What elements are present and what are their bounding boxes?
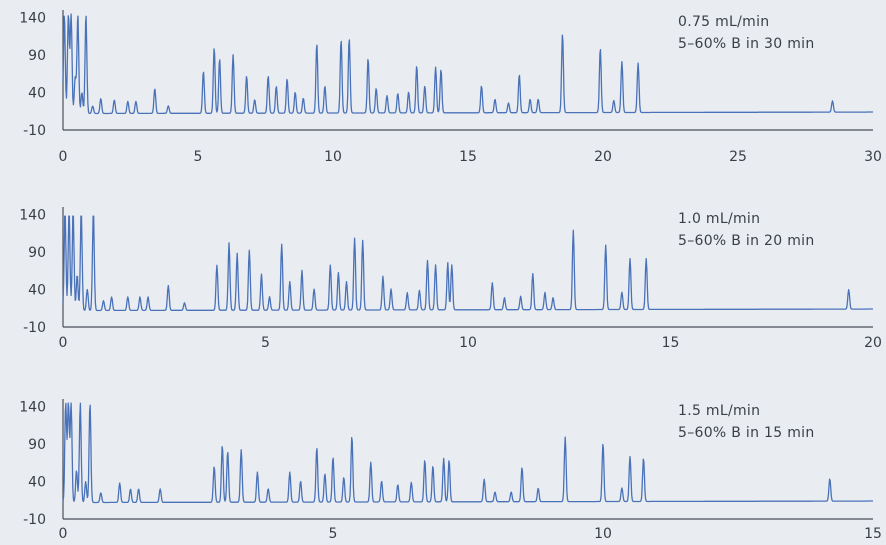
y-tick-label: 40 xyxy=(28,475,46,491)
y-tick-label: -10 xyxy=(23,512,46,528)
run-condition-label: 5–60% B in 30 min xyxy=(678,36,815,52)
x-tick-label: 10 xyxy=(594,526,612,541)
y-tick-label: 90 xyxy=(28,437,46,453)
run-condition-label: 1.5 mL/min xyxy=(678,403,760,419)
x-tick-label: 15 xyxy=(459,149,477,165)
x-tick-label: 15 xyxy=(662,335,680,351)
y-tick-label: 40 xyxy=(28,283,46,299)
panel-1.0ml: -10 40 90 140 0 5 10 15 20 1.0 mL/min 5–60% B in 2… xyxy=(19,207,882,351)
y-tick-label: 140 xyxy=(19,208,46,224)
x-tick-label: 10 xyxy=(324,149,342,165)
y-tick-label: -10 xyxy=(23,123,46,139)
x-tick-label: 10 xyxy=(459,335,477,351)
run-condition-label: 0.75 mL/min xyxy=(678,14,769,30)
y-tick-label: 40 xyxy=(28,86,46,102)
run-condition-label: 5–60% B in 20 min xyxy=(678,233,815,249)
x-tick-label: 20 xyxy=(864,335,882,351)
run-condition-label: 1.0 mL/min xyxy=(678,211,760,227)
y-tick-label: -10 xyxy=(23,320,46,336)
chromatogram-trace xyxy=(63,216,873,310)
y-tick-label: 140 xyxy=(19,11,46,27)
x-tick-label: 0 xyxy=(59,335,68,351)
y-tick-label: 90 xyxy=(28,48,46,64)
run-condition-label: 5–60% B in 15 min xyxy=(678,425,815,441)
x-tick-label: 5 xyxy=(194,149,203,165)
x-tick-label: 0 xyxy=(59,526,68,541)
panel-0.75ml: -10 40 90 140 0 5 10 15 20 25 30 0.75 mL/min 5–60% B… xyxy=(19,10,882,165)
x-tick-label: 15 xyxy=(864,526,882,541)
x-tick-label: 25 xyxy=(729,149,747,165)
y-tick-label: 90 xyxy=(28,245,46,261)
x-tick-label: 20 xyxy=(594,149,612,165)
x-tick-label: 30 xyxy=(864,149,882,165)
x-tick-label: 5 xyxy=(261,335,270,351)
x-tick-label: 0 xyxy=(59,149,68,165)
x-tick-label: 5 xyxy=(329,526,338,541)
y-tick-label: 140 xyxy=(19,400,46,416)
panel-1.5ml: -10 40 90 140 0 5 10 15 1.5 mL/min 5–60% B in 15 … xyxy=(19,399,882,541)
